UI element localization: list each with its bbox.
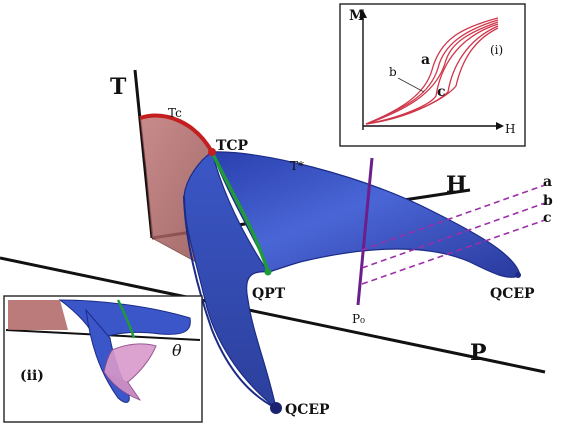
inset-ii-plane — [8, 300, 68, 330]
inset-ii: (ii) θ — [3, 295, 203, 423]
inset-i-tag: (i) — [490, 43, 503, 57]
pc-line — [356, 157, 374, 306]
tc-line — [139, 113, 214, 153]
qpt-label: QPT — [252, 286, 286, 302]
inset-ii-green-line — [116, 299, 136, 339]
p-axis-line — [0, 256, 546, 374]
tc-label: Tc — [168, 106, 182, 120]
dashed-label-c: c — [543, 210, 552, 226]
inset-ii-tag: (ii) — [20, 368, 44, 384]
inset-i-curve-a: a — [421, 52, 430, 68]
inset-curve-6 — [365, 27, 499, 125]
inset-i: M H (i) a b c — [339, 3, 526, 147]
qcep-right-label: QCEP — [490, 286, 535, 302]
tstar-label: T* — [290, 159, 304, 173]
inset-i-b-pointer — [397, 77, 425, 93]
inset-curve-3 — [365, 21, 499, 125]
qcep-bottom-point — [270, 402, 282, 414]
tcp-point — [208, 148, 216, 156]
tcp-label: TCP — [216, 138, 249, 154]
dashed-line-a — [361, 184, 546, 251]
qpt-point — [264, 268, 272, 276]
qcep-right-point — [515, 272, 521, 278]
h-axis-label: H — [446, 172, 467, 198]
p-axis-label: P — [470, 340, 487, 366]
inset-curve-2 — [365, 19, 499, 125]
qpt-line — [210, 151, 270, 273]
dashed-label-b: b — [543, 193, 553, 209]
dashed-line-b — [361, 202, 546, 269]
qcep-bottom-label: QCEP — [285, 402, 330, 418]
dashed-line-c — [361, 219, 546, 285]
inset-ii-pink-lower — [103, 371, 142, 401]
ps-label: P₀ — [352, 312, 365, 326]
inset-i-x-label: H — [505, 122, 515, 136]
inset-i-x-arrow — [496, 122, 504, 130]
inset-ii-theta: θ — [172, 341, 182, 360]
inset-i-y-label: M — [349, 8, 365, 24]
inset-i-y-arrow — [359, 10, 367, 18]
inset-i-curve-b: b — [389, 65, 397, 79]
t-axis-label: T — [110, 74, 127, 100]
dashed-label-a: a — [543, 174, 552, 190]
wing-lower-edge — [183, 195, 277, 409]
inset-i-curve-c: c — [437, 84, 446, 100]
